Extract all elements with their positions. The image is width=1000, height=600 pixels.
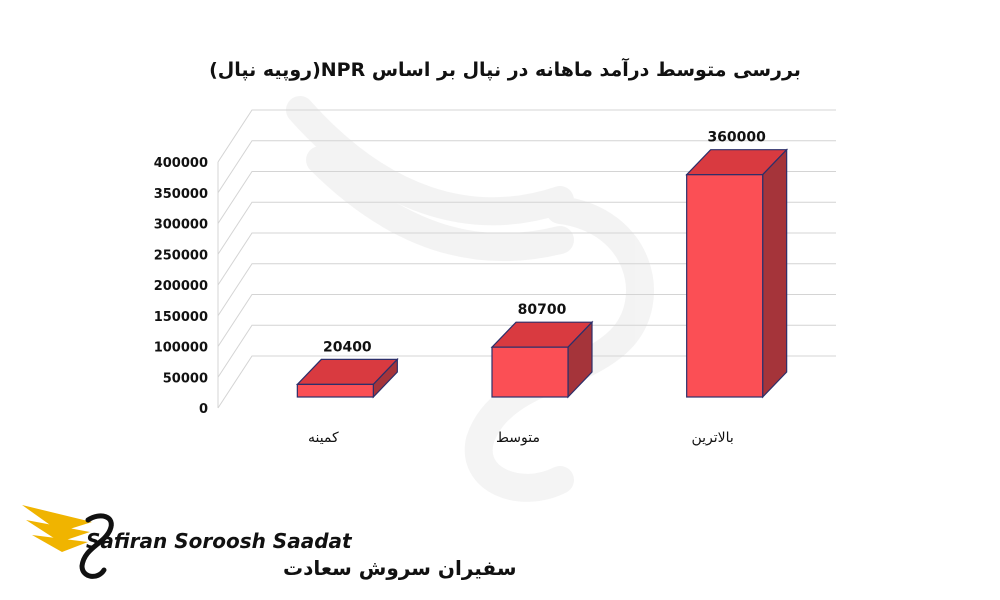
category-label: کمینه xyxy=(308,430,339,446)
data-label: 80700 xyxy=(518,302,567,318)
x-axis: کمینه متوسط بالاترین xyxy=(308,430,734,446)
grid-layer xyxy=(217,109,836,409)
gridline xyxy=(217,232,836,286)
y-tick-label: 250000 xyxy=(154,248,208,263)
gridline xyxy=(217,263,836,317)
chart-title: بررسی متوسط درآمد ماهانه در نپال بر اساس… xyxy=(209,57,801,81)
y-tick-label: 0 xyxy=(199,402,208,417)
bar-front xyxy=(491,346,569,398)
bar xyxy=(685,148,789,399)
category-label: بالاترین xyxy=(692,430,734,446)
y-tick-label: 200000 xyxy=(154,279,208,294)
wing-icon xyxy=(22,505,114,579)
bar-layer xyxy=(295,148,789,399)
bar-front xyxy=(686,174,764,398)
watermark xyxy=(286,96,654,502)
y-axis: 0 50000 100000 150000 200000 250000 300000 3500… xyxy=(154,156,208,417)
gridline xyxy=(217,140,836,194)
brand-name-fa: سفیران سروش سعادت xyxy=(283,556,517,580)
data-label: 20400 xyxy=(323,339,372,355)
y-tick-label: 300000 xyxy=(154,218,208,233)
y-tick-label: 150000 xyxy=(154,310,208,325)
y-tick-label: 100000 xyxy=(154,341,208,356)
brand-name-en: Safiran Soroosh Saadat xyxy=(86,529,353,553)
y-tick-label: 350000 xyxy=(154,187,208,202)
brand-logo: Safiran Soroosh Saadat سفیران سروش سعادت xyxy=(22,505,517,580)
bar-side xyxy=(762,148,788,399)
gridline xyxy=(217,294,836,347)
y-tick-label: 50000 xyxy=(163,371,208,386)
gridline xyxy=(217,355,836,409)
bar xyxy=(295,357,399,399)
data-label: 360000 xyxy=(707,130,766,146)
gridline xyxy=(217,171,836,224)
y-tick-label: 400000 xyxy=(154,156,208,171)
data-labels: 20400 80700 360000 xyxy=(323,130,766,356)
gridline xyxy=(217,109,836,163)
bar-front xyxy=(296,383,374,398)
gridline xyxy=(217,201,836,255)
category-label: متوسط xyxy=(496,430,540,446)
bar xyxy=(490,320,594,399)
gridline xyxy=(217,324,836,378)
